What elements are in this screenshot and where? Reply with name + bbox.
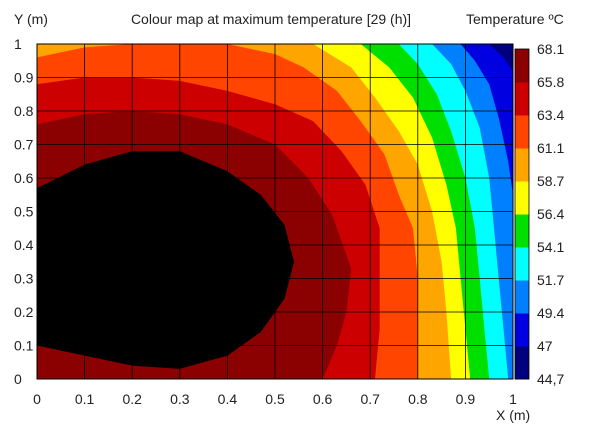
x-axis-label: X (m)	[496, 407, 530, 423]
x-tick-label: 0.8	[408, 391, 428, 407]
y-tick-label: 0.5	[14, 204, 34, 220]
colorbar-frame	[514, 48, 530, 380]
colorbar-swatch	[515, 82, 529, 116]
y-tick-label: 0.1	[14, 338, 34, 354]
x-tick-label: 0.4	[218, 391, 238, 407]
colorbar-tick-label: 44,7	[537, 371, 564, 387]
colorbar-label: Temperature ºC	[466, 11, 564, 27]
plot-frame	[36, 43, 514, 380]
colorbar-tick-label: 49.4	[537, 305, 564, 321]
colorbar-swatch	[515, 181, 529, 215]
x-tick-label: 0	[33, 391, 41, 407]
grid-lines	[37, 44, 513, 379]
y-axis-label: Y (m)	[14, 11, 48, 27]
colorbar: 44,7 47 49.4 51.7 54.1 56.4 58.7 61.1 63.4 65.8 68…	[514, 41, 564, 387]
x-tick-label: 0.1	[75, 391, 95, 407]
colorbar-tick-label: 61.1	[537, 140, 564, 156]
x-tick-label: 0.5	[265, 391, 285, 407]
colorbar-swatch	[515, 148, 529, 182]
colorbar-swatch	[515, 115, 529, 149]
y-tick-label: 0.6	[14, 170, 34, 186]
colorbar-tick-label: 63.4	[537, 107, 564, 123]
colorbar-tick-label: 56.4	[537, 206, 564, 222]
colorbar-tick-label: 54.1	[537, 239, 564, 255]
chart-title: Colour map at maximum temperature [29 (h…	[131, 11, 411, 27]
x-tick-label: 0.9	[456, 391, 476, 407]
y-tick-label: 0.9	[14, 70, 34, 86]
colorbar-tick-label: 51.7	[537, 272, 564, 288]
colorbar-swatch	[515, 247, 529, 281]
colorbar-tick-label: 58.7	[537, 173, 564, 189]
colorbar-tick-label: 68.1	[537, 41, 564, 57]
colorbar-swatch	[515, 313, 529, 347]
x-tick-label: 0.2	[122, 391, 142, 407]
y-tick-labels: 0 0.1 0.2 0.3 0.4 0.5 0.6 0.7 0.8 0.9 1	[14, 36, 34, 387]
y-tick-label: 0.4	[14, 237, 34, 253]
x-tick-label: 1	[509, 391, 517, 407]
contour-band	[37, 151, 294, 369]
colorbar-swatch	[515, 49, 529, 83]
x-tick-label: 0.7	[360, 391, 380, 407]
colorbar-swatch	[515, 346, 529, 380]
x-tick-label: 0.6	[313, 391, 333, 407]
y-tick-label: 0	[14, 371, 22, 387]
x-tick-label: 0.3	[170, 391, 190, 407]
colorbar-tick-label: 65.8	[537, 74, 564, 90]
colorbar-swatch	[515, 280, 529, 314]
x-tick-labels: 0 0.1 0.2 0.3 0.4 0.5 0.6 0.7 0.8 0.9 1	[33, 391, 517, 407]
y-tick-label: 0.7	[14, 137, 34, 153]
colorbar-tick-label: 47	[537, 338, 553, 354]
y-tick-label: 0.2	[14, 304, 34, 320]
y-tick-label: 1	[14, 36, 22, 52]
y-tick-label: 0.8	[14, 103, 34, 119]
colorbar-swatch	[515, 214, 529, 248]
y-tick-label: 0.3	[14, 271, 34, 287]
